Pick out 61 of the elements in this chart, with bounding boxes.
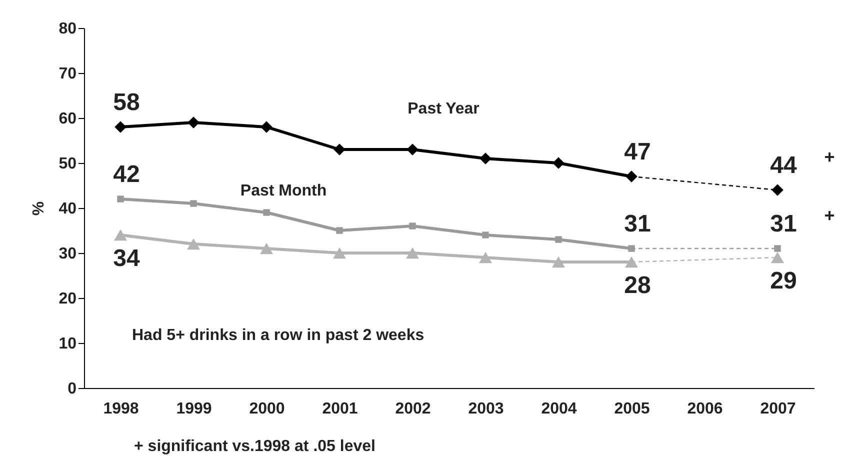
data-label: 28: [624, 272, 651, 299]
point: [552, 157, 564, 169]
point: [117, 196, 124, 202]
annotation: +: [824, 206, 835, 226]
x-tick-label: 2006: [687, 400, 723, 418]
point: [186, 238, 200, 250]
point: [188, 116, 200, 128]
data-label: 44: [770, 152, 798, 179]
annotation: +: [824, 147, 835, 167]
y-tick-label: 40: [58, 200, 77, 218]
point: [478, 252, 492, 264]
point: [406, 247, 420, 259]
x-tick-label: 2004: [541, 400, 577, 418]
data-label: 47: [624, 138, 651, 166]
point: [260, 242, 274, 254]
point: [334, 144, 346, 156]
point: [332, 247, 346, 259]
text: + significant vs.1998 at .05 level: [134, 438, 376, 455]
point: [263, 209, 270, 216]
point: [190, 200, 197, 207]
data-label: 31: [770, 210, 797, 238]
x-tick-label: 2005: [614, 400, 650, 418]
series-label: Past Year: [408, 100, 480, 118]
point: [555, 236, 562, 243]
point: [772, 184, 784, 196]
point: [628, 245, 635, 252]
point: [336, 227, 343, 234]
x-tick-label: 2002: [395, 400, 431, 418]
x-tick-label: 2007: [760, 400, 796, 418]
y-tick-label: 60: [58, 110, 77, 128]
data-label: 29: [770, 268, 797, 294]
point: [114, 121, 126, 133]
point: [552, 256, 566, 268]
y-tick-label: 10: [58, 336, 77, 352]
point: [406, 144, 418, 156]
x-tick-label: 2001: [322, 400, 358, 418]
point: [624, 256, 638, 268]
y-tick-label: 50: [58, 156, 77, 172]
data-label: 42: [113, 161, 140, 188]
data-label: 31: [624, 210, 651, 238]
point: [260, 121, 272, 133]
y-tick-label: 0: [68, 380, 77, 398]
y-tick-label: 80: [58, 20, 77, 38]
data-label: 34: [113, 245, 140, 272]
x-tick-label: 1998: [103, 400, 139, 418]
x-tick-label: 2003: [468, 400, 504, 418]
point: [480, 152, 492, 164]
y-tick-label: 30: [58, 246, 77, 262]
y-axis-title: %: [30, 201, 48, 216]
point: [482, 232, 489, 238]
series-label: Past Month: [240, 182, 327, 200]
y-tick-label: 70: [58, 66, 77, 82]
point: [409, 222, 416, 230]
y-tick-label: 20: [58, 290, 77, 308]
data-label: 58: [113, 89, 140, 116]
x-tick-label: 2000: [249, 400, 285, 418]
x-tick-label: 1999: [176, 400, 212, 418]
point: [626, 170, 638, 182]
point: [770, 252, 784, 264]
point: [114, 229, 128, 241]
annotation: Had 5+ drinks in a row in past 2 weeks: [132, 327, 424, 344]
